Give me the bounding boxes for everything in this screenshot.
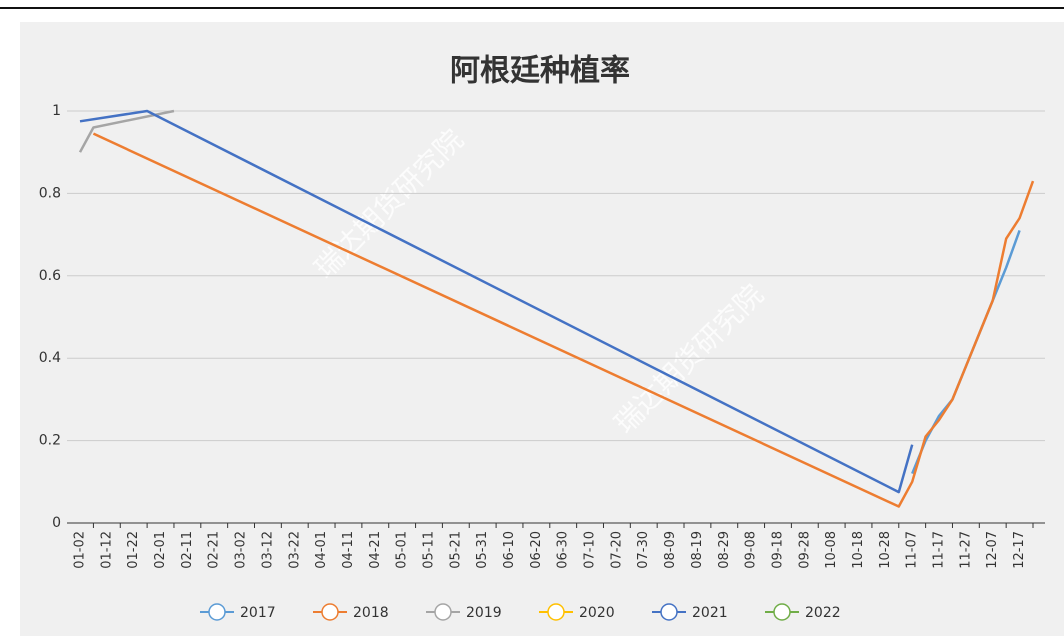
y-tick-label: 0.6: [39, 268, 61, 284]
y-tick-label: 0.2: [39, 433, 61, 449]
chart-title: 阿根廷种植率: [450, 54, 630, 89]
x-tick-label: 10-08: [824, 531, 839, 569]
x-tick-label: 07-20: [609, 531, 624, 569]
x-tick-label: 02-21: [207, 531, 222, 569]
x-tick-label: 11-07: [905, 531, 920, 569]
x-tick-label: 04-21: [368, 531, 383, 569]
x-tick-label: 02-01: [153, 531, 168, 569]
x-tick-label: 01-22: [126, 531, 141, 569]
chart-background: [20, 22, 1064, 636]
x-tick-label: 06-10: [502, 531, 517, 569]
legend-label: 2018: [353, 605, 389, 621]
y-tick-label: 0.4: [39, 350, 61, 366]
x-tick-label: 05-21: [448, 531, 463, 569]
x-tick-label: 06-30: [556, 531, 571, 569]
legend-label: 2020: [579, 605, 615, 621]
y-tick-label: 0.8: [39, 185, 61, 201]
x-tick-label: 07-10: [583, 531, 598, 569]
x-tick-label: 11-27: [958, 531, 973, 569]
x-tick-label: 07-30: [636, 531, 651, 569]
y-tick-label: 0: [52, 515, 61, 531]
x-tick-label: 03-02: [234, 531, 249, 569]
x-tick-label: 10-28: [878, 531, 893, 569]
x-tick-label: 11-17: [932, 531, 947, 569]
series-line: [92, 132, 1035, 508]
x-tick-label: 04-11: [341, 531, 356, 569]
legend-label: 2017: [240, 605, 276, 621]
legend-label: 2021: [692, 605, 728, 621]
x-tick-label: 02-11: [180, 531, 195, 569]
x-tick-label: 06-20: [529, 531, 544, 569]
x-tick-label: 05-31: [475, 531, 490, 569]
y-tick-label: 1: [52, 103, 61, 119]
series-line: [79, 109, 914, 494]
x-tick-label: 09-08: [744, 531, 759, 569]
x-tick-label: 05-01: [395, 531, 410, 569]
legend-label: 2022: [805, 605, 841, 621]
x-tick-label: 01-02: [73, 531, 88, 569]
x-tick-label: 08-09: [663, 531, 678, 569]
series-line: [78, 109, 175, 153]
legend-marker: [208, 603, 226, 621]
x-tick-label: 12-17: [1012, 531, 1027, 569]
x-tick-label: 04-01: [314, 531, 329, 569]
x-tick-label: 09-28: [797, 531, 812, 569]
x-tick-label: 01-12: [99, 531, 114, 569]
legend-marker: [434, 603, 452, 621]
legend-label: 2019: [466, 605, 502, 621]
x-tick-label: 05-11: [421, 531, 436, 569]
legend-marker: [773, 603, 791, 621]
x-tick-label: 09-18: [770, 531, 785, 569]
legend-marker: [547, 603, 565, 621]
x-tick-label: 03-12: [260, 531, 275, 569]
x-tick-label: 08-19: [690, 531, 705, 569]
legend-marker: [321, 603, 339, 621]
x-tick-label: 12-07: [985, 531, 1000, 569]
x-tick-label: 10-18: [851, 531, 866, 569]
x-tick-label: 08-29: [717, 531, 732, 569]
x-tick-label: 03-22: [287, 531, 302, 569]
legend-marker: [660, 603, 678, 621]
